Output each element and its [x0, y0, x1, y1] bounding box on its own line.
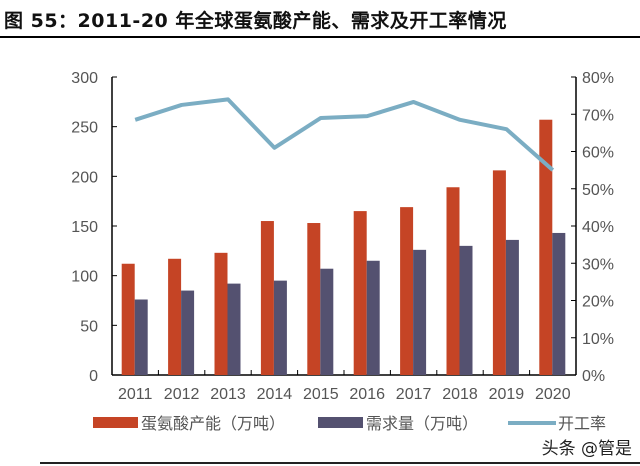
capacity-bar [121, 263, 135, 375]
capacity-bar [353, 211, 367, 375]
x-tick-label: 2011 [118, 386, 153, 403]
x-tick-label: 2020 [535, 386, 571, 403]
legend-label-demand: 需求量（万吨） [366, 414, 478, 433]
demand-bar [459, 245, 473, 375]
legend-label-rate: 开工率 [558, 414, 606, 433]
y-tick-label: 150 [71, 219, 98, 236]
x-tick-label: 2014 [257, 386, 293, 403]
y-tick-label: 200 [71, 169, 98, 186]
y2-tick-label: 70% [582, 107, 614, 124]
capacity-bar [492, 170, 506, 375]
y2-tick-label: 60% [582, 145, 614, 162]
demand-bar [320, 268, 334, 375]
demand-bar [366, 260, 380, 375]
capacity-bar [214, 252, 228, 375]
y-tick-label: 250 [71, 120, 98, 137]
demand-bar [552, 232, 566, 375]
x-tick-label: 2015 [303, 386, 339, 403]
capacity-bar [260, 221, 274, 375]
capacity-bar [400, 207, 414, 375]
y-tick-label: 100 [71, 269, 98, 286]
title-divider [0, 36, 640, 38]
y2-tick-label: 40% [582, 219, 614, 236]
demand-bar [413, 249, 427, 375]
x-tick-label: 2017 [396, 386, 432, 403]
y2-tick-label: 30% [582, 256, 614, 273]
demand-bar [505, 239, 519, 375]
x-tick-label: 2019 [489, 386, 525, 403]
demand-bar [134, 299, 148, 375]
y2-tick-label: 10% [582, 331, 614, 348]
y2-tick-label: 80% [582, 70, 614, 87]
x-tick-label: 2016 [349, 386, 385, 403]
capacity-bar [446, 187, 460, 375]
rate-line [134, 97, 555, 172]
demand-bar [227, 283, 241, 375]
capacity-bar [307, 223, 321, 375]
y2-tick-label: 20% [582, 294, 614, 311]
watermark: 头条 @管是 [541, 439, 632, 459]
figure-title: 图 55：2011-20 年全球蛋氨酸产能、需求及开工率情况 [4, 10, 507, 32]
y-tick-label: 0 [89, 368, 98, 385]
x-tick-label: 2012 [164, 386, 200, 403]
capacity-bar [168, 258, 182, 375]
bottom-divider [40, 462, 640, 464]
y-tick-label: 50 [80, 318, 98, 335]
x-tick-label: 2018 [442, 386, 478, 403]
y-tick-label: 300 [71, 70, 98, 87]
y2-tick-label: 0% [582, 368, 605, 385]
demand-bar [273, 280, 287, 375]
legend-label-capacity: 蛋氨酸产能（万吨） [141, 414, 285, 433]
x-tick-label: 2013 [210, 386, 246, 403]
capacity-bar [539, 119, 553, 375]
legend-swatch-capacity [93, 417, 138, 428]
y2-tick-label: 50% [582, 182, 614, 199]
legend-swatch-demand [318, 417, 363, 428]
demand-bar [181, 290, 195, 375]
